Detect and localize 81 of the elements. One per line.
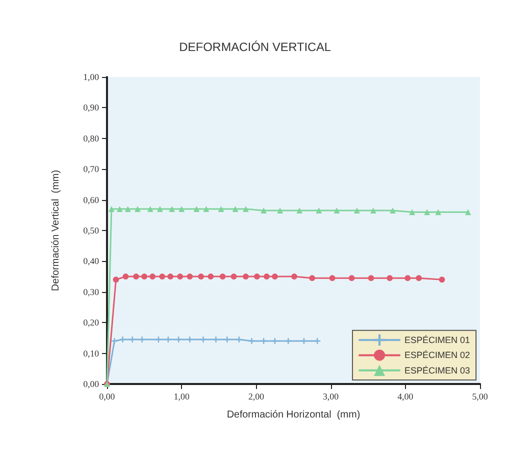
point [438,276,445,283]
point [134,206,141,212]
point [156,206,163,212]
y-tick-label: 0,20 [83,318,100,328]
point [329,275,336,282]
point [208,274,214,280]
x-tick-label: 0,00 [99,392,116,402]
y-tick-label: 0,30 [83,286,100,297]
point [232,206,238,212]
point [368,275,374,282]
point [242,274,249,280]
x-tick-label: 4,00 [398,392,414,402]
point [167,274,174,280]
point [203,206,210,212]
y-tick-label: 0,50 [83,226,100,236]
point [108,206,114,212]
point [230,274,237,280]
point [168,206,175,212]
point [220,274,226,280]
point [248,338,255,344]
point [133,274,140,280]
point [159,274,166,280]
point [285,338,292,344]
y-tick-label: 0,70 [83,164,100,174]
point [122,274,129,280]
point [260,208,267,214]
point [116,206,123,212]
point [465,209,472,216]
x-axis-title: Deformación Horizontal (mm) [226,410,360,420]
y-axis-title: Deformación Vertical (mm) [50,170,62,292]
point [186,336,193,342]
point [194,206,200,212]
point [124,206,131,212]
point [309,275,316,282]
point [404,275,411,282]
point [165,336,172,342]
point [200,336,206,342]
x-tick-label: 3,00 [322,392,340,402]
point [424,209,430,216]
point [334,208,340,214]
chart-title: DEFORMACIÓN VERTICAL [179,40,332,54]
point [390,208,396,214]
point [291,274,298,280]
point [354,208,360,214]
point [112,276,119,283]
point [264,274,270,280]
point [416,275,422,282]
y-tick-label: 0,40 [83,256,100,266]
point [386,275,393,282]
point [370,208,376,214]
y-tick-label: 0,80 [83,133,100,144]
y-tick-label: 1,00 [83,72,100,82]
point [260,338,267,344]
x-tick-label: 1,00 [174,392,190,402]
point [177,274,184,280]
point [435,209,442,216]
point [147,206,154,212]
point [198,274,204,280]
point [218,206,224,212]
point [242,206,249,212]
point [186,274,193,280]
point [272,274,278,280]
legend-label: ESPÉCIMEN 01 [404,335,470,345]
y-tick-label: 0,60 [83,194,100,205]
x-tick-label: 5,00 [472,392,488,402]
point [254,274,260,280]
y-tick-label: 0,10 [83,348,100,358]
point [409,209,416,216]
point [277,208,284,214]
point [141,274,148,280]
point [150,274,156,280]
point [348,275,355,282]
point [316,208,322,214]
point [296,208,302,214]
x-tick-label: 2,00 [248,392,265,402]
y-tick-label: 0,90 [83,102,100,113]
point [120,336,126,342]
y-tick-label: 0,00 [83,379,100,389]
legend-label: ESPÉCIMEN 03 [404,365,470,376]
point [178,206,185,212]
legend-label: ESPÉCIMEN 02 [404,350,470,360]
